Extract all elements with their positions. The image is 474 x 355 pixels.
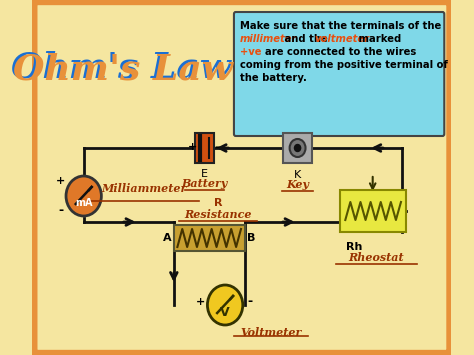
Text: and the: and the [281, 34, 331, 44]
Text: Voltmeter: Voltmeter [240, 327, 302, 338]
Circle shape [294, 144, 301, 152]
FancyBboxPatch shape [33, 1, 450, 354]
Text: +: + [56, 176, 65, 186]
Circle shape [66, 176, 101, 216]
Text: +: + [196, 297, 205, 307]
Text: E: E [201, 169, 208, 179]
Text: Resistance: Resistance [184, 208, 252, 219]
Text: marked: marked [355, 34, 401, 44]
Text: Make sure that the terminals of the: Make sure that the terminals of the [240, 21, 441, 31]
Text: B: B [247, 233, 256, 243]
Circle shape [208, 285, 243, 325]
Text: R: R [214, 198, 222, 208]
Text: K: K [294, 170, 301, 180]
Text: Rh: Rh [346, 242, 362, 252]
Text: Battery: Battery [182, 178, 228, 189]
Bar [283, 133, 312, 163]
Text: Rheostat: Rheostat [348, 252, 404, 263]
Text: Ohm's Law: Ohm's Law [13, 53, 233, 87]
Circle shape [290, 139, 306, 157]
Text: -: - [58, 204, 64, 217]
Text: Key: Key [286, 179, 309, 190]
Bar [340, 190, 406, 232]
Text: +ve: +ve [240, 47, 262, 57]
Text: are connected to the wires: are connected to the wires [258, 47, 416, 57]
Text: Milliammeter: Milliammeter [101, 182, 186, 193]
Bar [174, 225, 245, 251]
Text: the battery.: the battery. [240, 73, 307, 83]
Text: V: V [220, 306, 230, 318]
Bar [195, 133, 215, 163]
Text: millimeter: millimeter [240, 34, 298, 44]
Text: A: A [163, 233, 171, 243]
Text: -: - [247, 295, 253, 308]
Text: Ohm's Law: Ohm's Law [11, 51, 231, 85]
Text: coming from the positive terminal of: coming from the positive terminal of [240, 60, 448, 70]
Text: voltmeter: voltmeter [314, 34, 369, 44]
Text: +: + [188, 142, 197, 152]
Text: -: - [215, 141, 220, 153]
FancyBboxPatch shape [234, 12, 444, 136]
Text: mA: mA [75, 198, 92, 208]
